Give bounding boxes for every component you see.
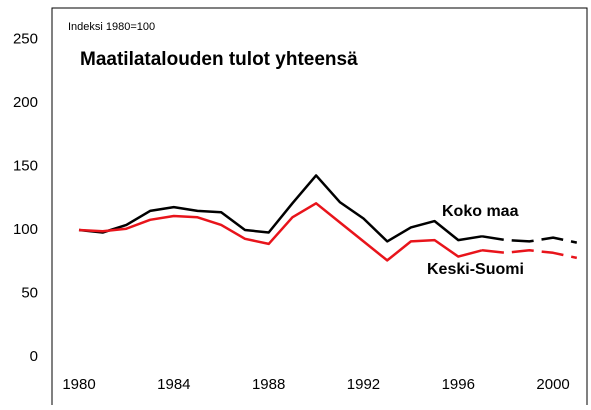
x-tick-label: 1996 bbox=[442, 376, 475, 393]
x-tick-label: 1984 bbox=[157, 376, 190, 393]
x-tick-label: 1988 bbox=[252, 376, 285, 393]
y-tick-label: 0 bbox=[30, 348, 38, 365]
x-tick-label: 1992 bbox=[347, 376, 380, 393]
chart-subtitle: Indeksi 1980=100 bbox=[68, 21, 155, 33]
x-tick-label: 2000 bbox=[536, 376, 569, 393]
chart-title: Maatilatalouden tulot yhteensä bbox=[80, 49, 358, 70]
series-line bbox=[78, 202, 483, 262]
series-line-dashed bbox=[481, 249, 578, 260]
y-tick-label: 100 bbox=[13, 221, 38, 238]
y-tick-label: 250 bbox=[13, 31, 38, 48]
series-line bbox=[78, 174, 483, 243]
y-tick-label: 150 bbox=[13, 158, 38, 175]
y-tick-label: 50 bbox=[21, 284, 38, 301]
plot-frame bbox=[51, 7, 588, 405]
y-tick-label: 200 bbox=[13, 94, 38, 111]
series-line-dashed bbox=[481, 235, 578, 244]
series-label: Koko maa bbox=[442, 203, 519, 220]
x-tick-label: 1980 bbox=[62, 376, 95, 393]
series-label: Keski-Suomi bbox=[427, 261, 524, 278]
